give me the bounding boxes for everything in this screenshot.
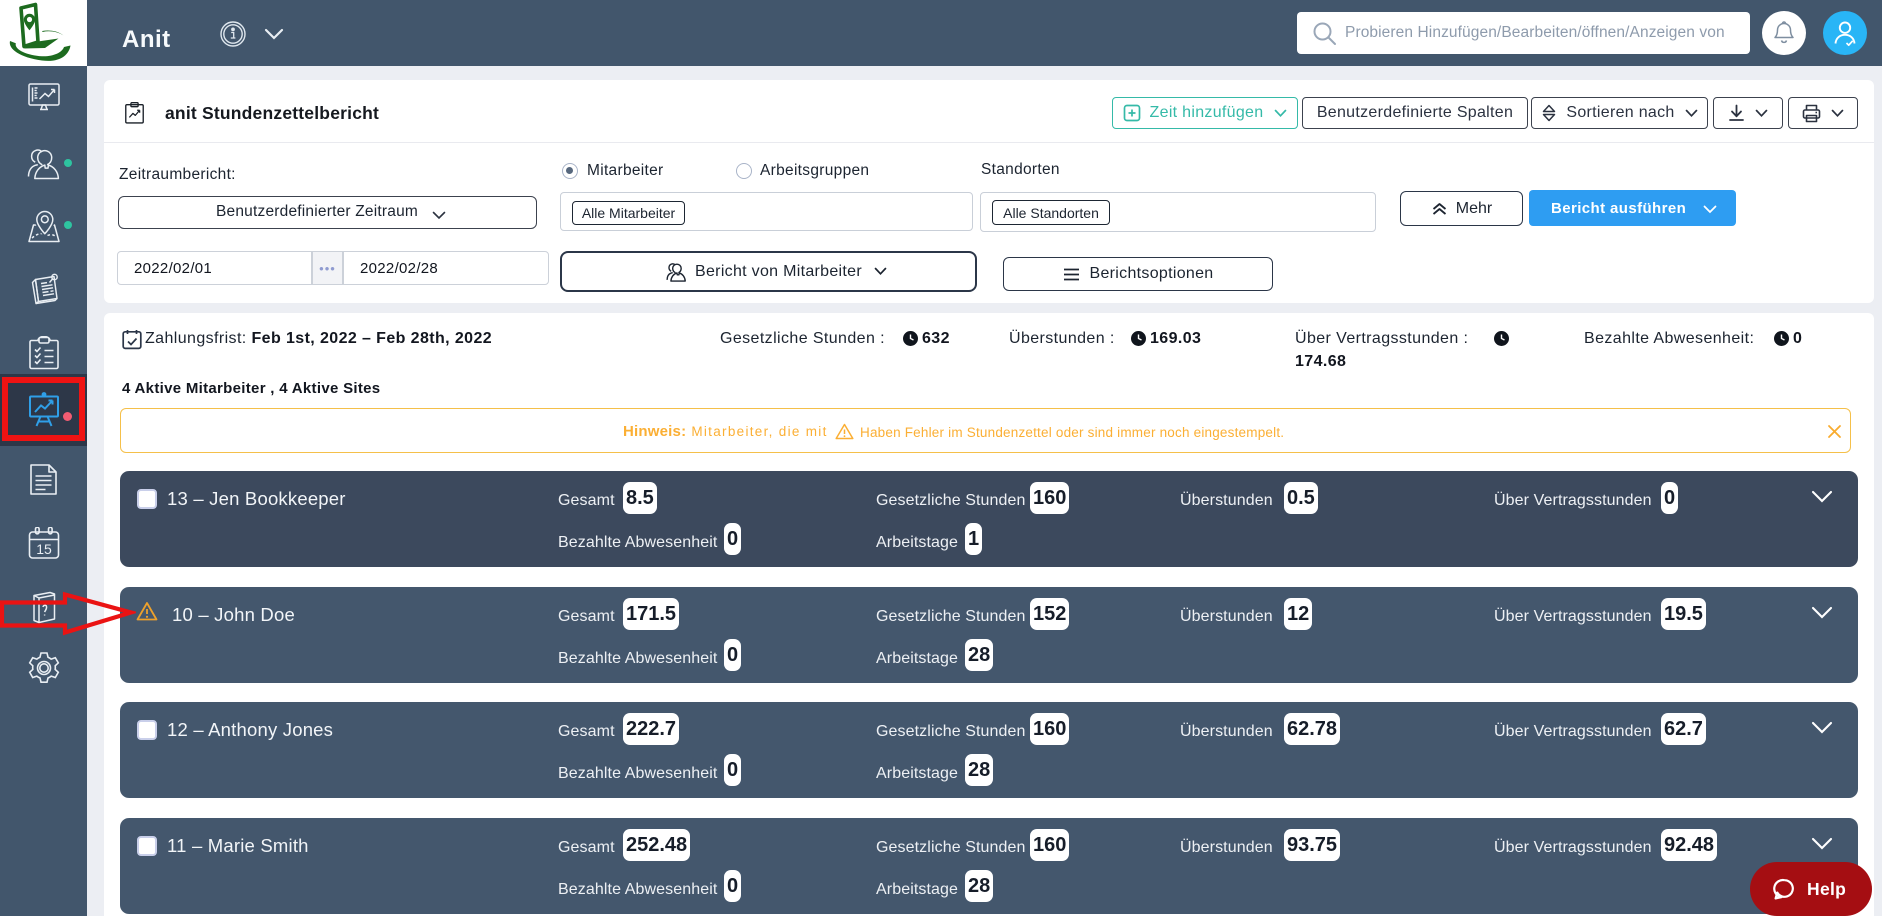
svg-text:15: 15 xyxy=(36,541,52,557)
